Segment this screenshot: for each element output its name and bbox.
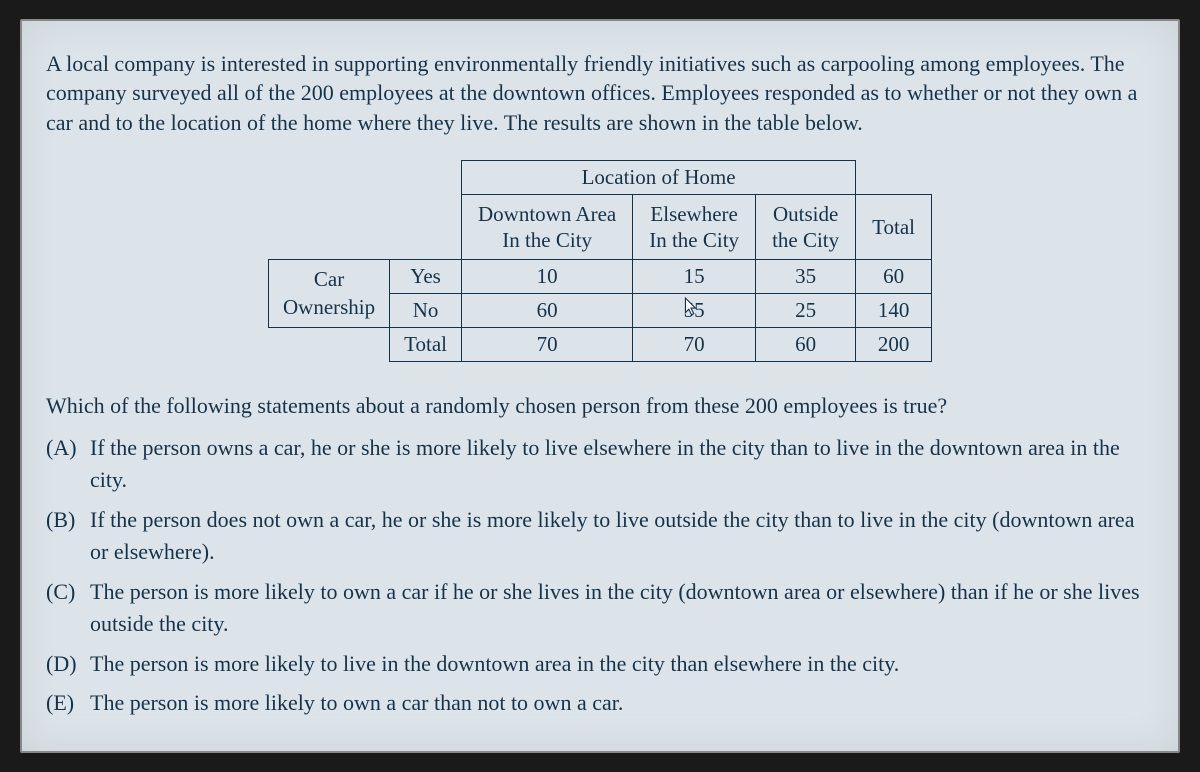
choice-text: The person is more likely to own a car t… [90, 687, 1154, 719]
col-header-elsewhere: Elsewhere In the City [633, 194, 756, 260]
cell: 25 [756, 294, 856, 328]
row-label-no: No [390, 294, 462, 328]
choice-text: The person is more likely to live in the… [90, 648, 1154, 680]
question-card: A local company is interested in support… [20, 19, 1180, 754]
data-table-container: Location of Home Downtown Area In the Ci… [46, 160, 1154, 363]
data-table: Location of Home Downtown Area In the Ci… [268, 160, 932, 363]
row-label-total: Total [390, 328, 462, 362]
cell: 55 [633, 294, 756, 328]
col-header-line: Elsewhere [650, 202, 737, 226]
row-group-line: Car [314, 267, 344, 291]
choice-text: The person is more likely to own a car i… [90, 576, 1154, 640]
cell: 200 [856, 328, 932, 362]
cell: 60 [462, 294, 633, 328]
question-stem: Which of the following statements about … [46, 390, 1154, 422]
col-header-line: In the City [649, 228, 739, 252]
col-header-downtown: Downtown Area In the City [462, 194, 633, 260]
choice-b[interactable]: (B) If the person does not own a car, he… [46, 504, 1154, 568]
cell: 70 [462, 328, 633, 362]
table-row: Car Ownership Yes 10 15 35 60 [268, 260, 931, 294]
cell: 60 [856, 260, 932, 294]
answer-choices: (A) If the person owns a car, he or she … [46, 432, 1154, 719]
cell: 140 [856, 294, 932, 328]
col-header-line: Outside [773, 202, 838, 226]
cell: 35 [756, 260, 856, 294]
choice-letter: (D) [46, 648, 90, 680]
blank-cell [268, 328, 389, 362]
choice-letter: (A) [46, 432, 90, 496]
choice-c[interactable]: (C) The person is more likely to own a c… [46, 576, 1154, 640]
col-header-line: Downtown Area [478, 202, 616, 226]
choice-text: If the person does not own a car, he or … [90, 504, 1154, 568]
cell: 15 [633, 260, 756, 294]
choice-letter: (C) [46, 576, 90, 640]
choice-d[interactable]: (D) The person is more likely to live in… [46, 648, 1154, 680]
choice-letter: (E) [46, 687, 90, 719]
cell: 60 [756, 328, 856, 362]
table-row: Total 70 70 60 200 [268, 328, 931, 362]
row-group-label: Car Ownership [268, 260, 389, 328]
blank-cell [268, 160, 461, 194]
choice-text: If the person owns a car, he or she is m… [90, 432, 1154, 496]
row-label-yes: Yes [390, 260, 462, 294]
cell: 70 [633, 328, 756, 362]
column-spanner: Location of Home [462, 160, 856, 194]
choice-a[interactable]: (A) If the person owns a car, he or she … [46, 432, 1154, 496]
blank-cell [268, 194, 461, 260]
col-header-total: Total [856, 194, 932, 260]
blank-cell [856, 160, 932, 194]
col-header-line: In the City [502, 228, 592, 252]
choice-letter: (B) [46, 504, 90, 568]
intro-paragraph: A local company is interested in support… [46, 49, 1154, 138]
col-header-outside: Outside the City [756, 194, 856, 260]
cell: 10 [462, 260, 633, 294]
choice-e[interactable]: (E) The person is more likely to own a c… [46, 687, 1154, 719]
cell-value: 55 [684, 298, 705, 322]
row-group-line: Ownership [283, 295, 375, 319]
col-header-line: the City [772, 228, 839, 252]
